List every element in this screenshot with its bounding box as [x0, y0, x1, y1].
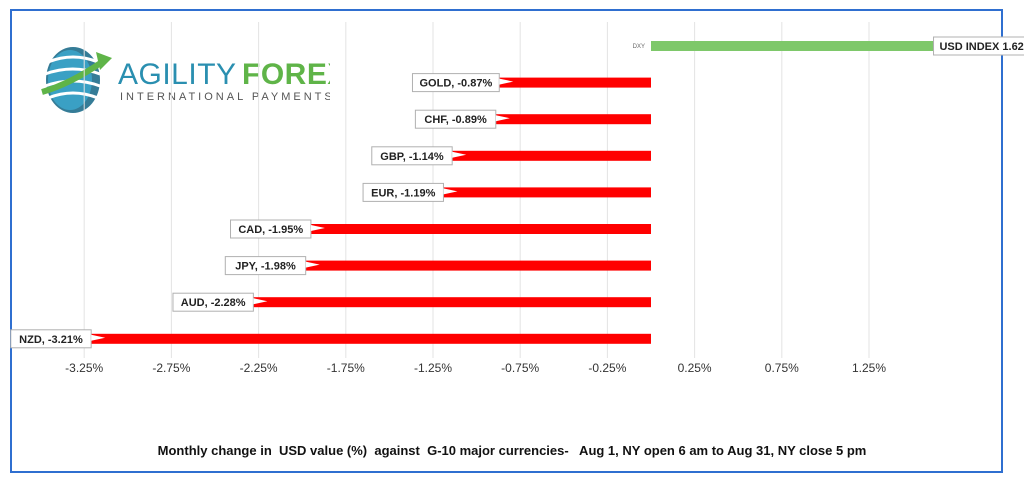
data-label-text: GOLD, -0.87% — [419, 78, 492, 90]
x-tick-label: -2.25% — [240, 361, 278, 375]
x-tick-label: -0.75% — [501, 361, 539, 375]
x-axis-ticks: -3.25% -2.75% -2.25% -1.75% -1.25% -0.75% -0.2… — [65, 361, 886, 375]
x-tick-label: -2.75% — [152, 361, 190, 375]
bar-eur — [443, 187, 651, 198]
x-tick-label: 1.25% — [852, 361, 886, 375]
bars — [91, 41, 934, 344]
data-label-chf: CHF, -0.89% — [414, 109, 510, 129]
data-label-pointer — [91, 334, 106, 341]
globe-arrow-icon — [41, 47, 112, 113]
data-label-aud: AUD, -2.28% — [172, 292, 268, 312]
logo-brand-part2: FOREX — [242, 58, 330, 91]
data-label-pointer — [310, 225, 325, 231]
data-label-text: NZD, -3.21% — [19, 334, 83, 346]
x-tick-label: -0.25% — [588, 361, 626, 375]
data-label-dxy: USD INDEX 1.62% — [933, 36, 1024, 56]
data-label-cad: CAD, -1.95% — [230, 219, 325, 239]
chart-caption: Monthly change in USD value (%) against … — [157, 443, 867, 458]
data-label-jpy: JPY, -1.98% — [224, 256, 320, 276]
data-label-text: JPY, -1.98% — [235, 261, 296, 273]
logo-tagline: INTERNATIONAL PAYMENTS — [120, 91, 330, 103]
data-label-pointer — [305, 261, 320, 268]
x-tick-label: 0.75% — [765, 361, 799, 375]
bar-dxy — [651, 41, 934, 51]
data-label-gold: GOLD, -0.87% — [411, 73, 514, 93]
bar-aud — [253, 297, 652, 308]
logo-brand-part1: AGILITY — [118, 58, 237, 91]
data-label-pointer — [253, 298, 268, 305]
bar-nzd — [91, 333, 651, 344]
data-label-pointer — [443, 188, 458, 195]
agility-forex-logo: AGILITY FOREX INTERNATIONAL PAYMENTS — [41, 47, 330, 113]
data-label-box — [933, 36, 1024, 56]
data-label-text: GBP, -1.14% — [380, 151, 444, 163]
data-label-nzd: NZD, -3.21% — [10, 329, 106, 349]
data-label-text: CAD, -1.95% — [238, 224, 303, 236]
data-labels: DXY USD INDEX 1.62% GOLD, -0.87% CHF, -0.89… — [10, 36, 1024, 349]
data-label-pointer — [452, 151, 467, 158]
bar-cad — [310, 224, 651, 234]
bar-gold — [499, 77, 651, 88]
bar-jpy — [305, 260, 651, 271]
data-label-pointer — [499, 78, 514, 85]
data-label-text: USD INDEX 1.62% — [939, 41, 1024, 53]
data-label-text: CHF, -0.89% — [424, 114, 487, 126]
data-label-text: EUR, -1.19% — [371, 187, 435, 199]
x-tick-label: -1.75% — [327, 361, 365, 375]
bar-chf — [495, 114, 651, 125]
data-label-box — [411, 73, 500, 93]
x-tick-label: -1.25% — [414, 361, 452, 375]
bar-gbp — [452, 150, 651, 161]
data-label-text: AUD, -2.28% — [181, 297, 246, 309]
data-label-gbp: GBP, -1.14% — [371, 146, 467, 166]
data-label-eur: EUR, -1.19% — [362, 182, 458, 202]
data-label-pointer — [495, 115, 510, 122]
category-label-dxy: DXY — [633, 44, 645, 50]
x-tick-label: -3.25% — [65, 361, 103, 375]
x-tick-label: 0.25% — [678, 361, 712, 375]
